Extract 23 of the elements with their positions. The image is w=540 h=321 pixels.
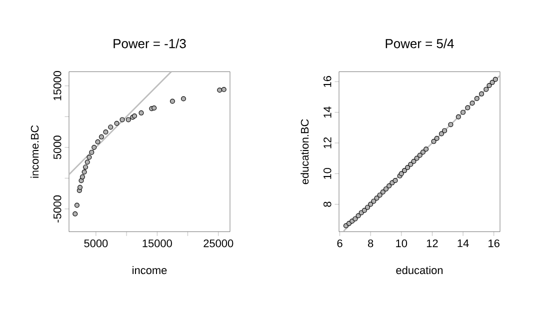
y-tick-label: 12 (324, 137, 332, 148)
x-tick-label: 6 (337, 239, 342, 248)
y-tick-label: 15000 (53, 71, 62, 100)
y-tick-label: -5000 (53, 195, 62, 222)
x-axis-title: education (396, 266, 443, 274)
y-axis-title: education.BC (300, 119, 309, 184)
y-tick-label: 14 (324, 106, 332, 118)
chart-title: Power = 5/4 (386, 38, 454, 48)
x-tick-label: 10 (396, 239, 408, 248)
y-tick-label: 5000 (53, 136, 62, 160)
x-tick-label: 12 (426, 239, 438, 248)
y-tick-label: 10 (323, 168, 332, 179)
x-tick-label: 5000 (84, 239, 108, 248)
x-tick-label: 25000 (204, 239, 234, 248)
x-tick-label: 8 (368, 239, 374, 248)
y-tick-label: 8 (323, 202, 332, 207)
x-axis-title: income (132, 266, 167, 274)
chart-title: Power = -1/3 (114, 38, 186, 48)
y-axis-title: income.BC (30, 125, 39, 178)
x-tick-label: 16 (488, 239, 500, 248)
x-tick-label: 14 (458, 239, 469, 248)
y-tick-label: 16 (323, 76, 332, 87)
x-tick-label: 15000 (142, 239, 172, 248)
